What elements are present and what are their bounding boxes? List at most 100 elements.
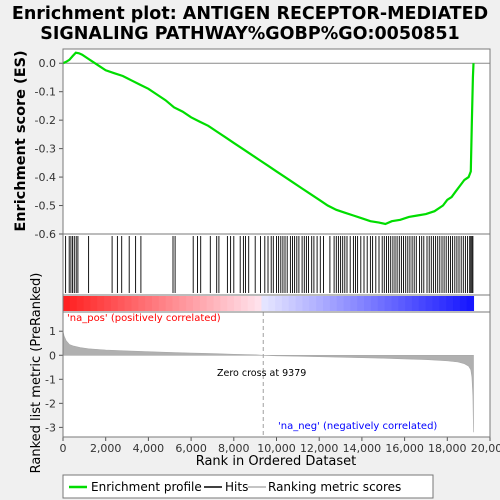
gradient-segment xyxy=(336,296,345,311)
es-panel xyxy=(63,49,490,234)
gradient-segment xyxy=(117,296,126,311)
es-ytick-label: -0.1 xyxy=(35,86,56,99)
gradient-segment xyxy=(165,296,173,311)
axes-layer: 0.0 -0.1 -0.2 -0.3 -0.4 -0.5 -0.6 1 0 -1 -2 -3 0 2,00… xyxy=(35,48,500,455)
ranking-metric-area xyxy=(62,331,474,433)
gradient-segment xyxy=(193,296,201,311)
gradient-segment xyxy=(138,296,146,311)
gradient-segment xyxy=(432,296,440,311)
es-axis-label: Enrichment score (ES) xyxy=(13,50,29,231)
x-axis-label: Rank in Ordered Dataset xyxy=(196,454,357,469)
gradient-segment xyxy=(357,296,365,311)
es-ytick-label: -0.6 xyxy=(35,228,56,241)
legend-hits-label: Hits xyxy=(225,480,248,494)
gradient-segment xyxy=(316,296,324,311)
metric-ytick-label: -1 xyxy=(45,373,56,386)
xtick-label: 10,000 xyxy=(257,442,296,455)
gradient-segment xyxy=(398,296,406,311)
gradient-segment xyxy=(446,296,454,311)
gradient-segment xyxy=(213,296,221,311)
gradient-segment xyxy=(90,296,98,311)
legend-enrichment-label: Enrichment profile xyxy=(91,480,202,494)
gradient-segment xyxy=(309,296,317,311)
gradient-segment xyxy=(343,296,351,311)
gradient-segment xyxy=(425,296,433,311)
gradient-segment xyxy=(240,296,249,311)
xtick-label: 6,000 xyxy=(175,442,207,455)
metric-ytick-label: 1 xyxy=(49,325,56,338)
gradient-segment xyxy=(124,296,132,311)
chart-title-line2: SIGNALING PATHWAY%GOBP%GO:0050851 xyxy=(40,24,459,44)
gradient-segment xyxy=(281,296,290,311)
pos-corr-label: 'na_pos' (positively correlated) xyxy=(67,313,221,324)
gradient-segment xyxy=(288,296,297,311)
gradient-segment xyxy=(377,296,386,311)
gradient-segment xyxy=(370,296,379,311)
panel-border xyxy=(62,311,491,438)
gradient-segment xyxy=(391,296,399,311)
gradient-segment xyxy=(364,296,372,311)
gradient-segment xyxy=(384,296,392,311)
gradient-segment xyxy=(227,296,235,311)
gradient-segment xyxy=(466,296,475,311)
gradient-segment xyxy=(83,296,91,311)
gradient-segment xyxy=(323,296,331,311)
gradient-segment xyxy=(329,296,338,311)
metric-layer xyxy=(62,312,474,437)
gradient-segment xyxy=(199,296,208,311)
xtick-label: 12,000 xyxy=(300,442,339,455)
neg-corr-label: 'na_neg' (negatively correlated) xyxy=(278,421,437,432)
metric-ytick-label: -3 xyxy=(45,421,56,434)
gradient-segment xyxy=(179,296,187,311)
zero-cross-label: Zero cross at 9379 xyxy=(217,368,306,379)
metric-axis-label: Ranked list metric (PreRanked) xyxy=(29,273,44,474)
gradient-segment xyxy=(350,296,358,311)
gradient-segment xyxy=(295,296,303,311)
gradient-segment xyxy=(151,296,160,311)
metric-ytick-label: 0 xyxy=(49,349,56,362)
es-ytick-label: -0.3 xyxy=(35,143,56,156)
gradient-segment xyxy=(459,296,468,311)
gradient-segment xyxy=(104,296,112,311)
es-ytick-label: 0.0 xyxy=(39,57,57,70)
gradient-segment xyxy=(261,296,269,311)
enrichment-profile-line xyxy=(62,51,475,226)
xtick-label: 0 xyxy=(60,442,67,455)
gradient-segment xyxy=(69,296,78,311)
es-ytick-label: -0.5 xyxy=(35,200,56,213)
gradient-segment xyxy=(234,296,242,311)
legend-metric-label: Ranking metric scores xyxy=(268,480,401,494)
metric-ytick-label: -2 xyxy=(45,397,56,410)
chart-title-line1: Enrichment plot: ANTIGEN RECEPTOR-MEDIAT… xyxy=(12,4,488,24)
es-ytick-label: -0.2 xyxy=(35,114,56,127)
gradient-segment xyxy=(275,296,283,311)
gradient-segment xyxy=(405,296,413,311)
metric-panel xyxy=(63,312,490,437)
xtick-label: 18,000 xyxy=(428,442,467,455)
xtick-label: 4,000 xyxy=(133,442,165,455)
gradient-segment xyxy=(247,296,256,311)
gradient-segment xyxy=(110,296,119,311)
gradient-segment xyxy=(418,296,427,311)
gradient-segment xyxy=(439,296,447,311)
es-ytick-label: -0.4 xyxy=(35,171,56,184)
xtick-label: 16,000 xyxy=(385,442,424,455)
xtick-label: 14,000 xyxy=(343,442,382,455)
gradient-segment xyxy=(158,296,167,311)
gradient-segment xyxy=(131,296,139,311)
gradient-layer xyxy=(63,296,475,311)
gradient-segment xyxy=(411,296,420,311)
gradient-segment xyxy=(97,296,105,311)
gradient-segment xyxy=(254,296,262,311)
gradient-segment xyxy=(268,296,276,311)
es-layer xyxy=(62,51,490,226)
gradient-segment xyxy=(453,296,461,311)
xtick-label: 8,000 xyxy=(218,442,250,455)
gradient-segment xyxy=(172,296,180,311)
xtick-label: 20,000 xyxy=(471,442,500,455)
gradient-segment xyxy=(145,296,153,311)
gradient-segment xyxy=(302,296,310,311)
gradient-segment xyxy=(76,296,85,311)
gradient-segment xyxy=(186,296,194,311)
